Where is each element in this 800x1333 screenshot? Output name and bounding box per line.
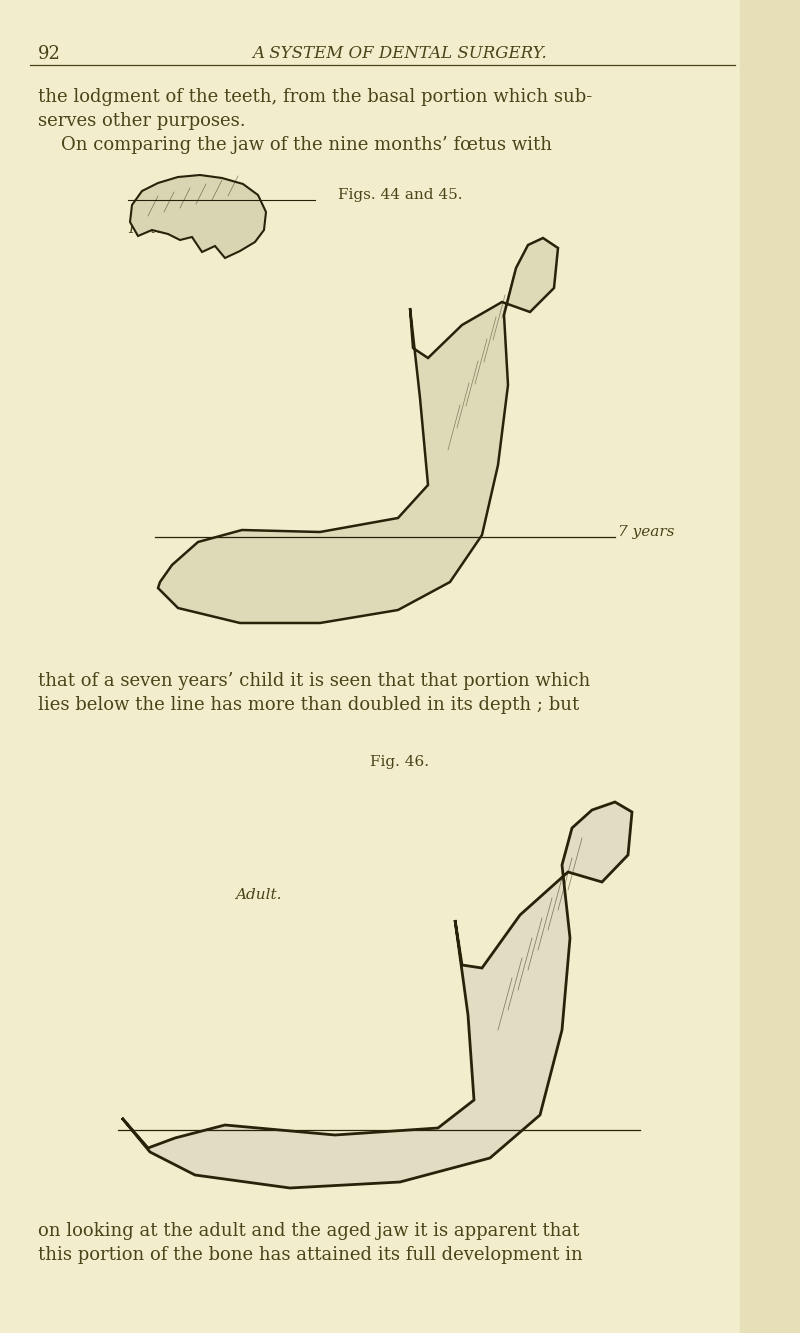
Text: 92: 92 bbox=[38, 45, 61, 63]
Polygon shape bbox=[158, 239, 558, 623]
Text: serves other purposes.: serves other purposes. bbox=[38, 112, 246, 131]
Polygon shape bbox=[130, 175, 266, 259]
Text: Fœtus 9 months: Fœtus 9 months bbox=[128, 223, 242, 236]
Text: On comparing the jaw of the nine months’ fœtus with: On comparing the jaw of the nine months’… bbox=[38, 136, 552, 155]
Text: the lodgment of the teeth, from the basal portion which sub-: the lodgment of the teeth, from the basa… bbox=[38, 88, 592, 107]
Text: lies below the line has more than doubled in its depth ; but: lies below the line has more than double… bbox=[38, 696, 579, 714]
Text: on looking at the adult and the aged jaw it is apparent that: on looking at the adult and the aged jaw… bbox=[38, 1222, 579, 1240]
Text: this portion of the bone has attained its full development in: this portion of the bone has attained it… bbox=[38, 1246, 582, 1264]
Text: 7 years: 7 years bbox=[618, 525, 674, 539]
Text: A SYSTEM OF DENTAL SURGERY.: A SYSTEM OF DENTAL SURGERY. bbox=[253, 45, 547, 63]
Text: Figs. 44 and 45.: Figs. 44 and 45. bbox=[338, 188, 462, 203]
Text: Fig. 46.: Fig. 46. bbox=[370, 754, 430, 769]
Text: that of a seven years’ child it is seen that that portion which: that of a seven years’ child it is seen … bbox=[38, 672, 590, 690]
Text: Adult.: Adult. bbox=[235, 888, 282, 902]
Polygon shape bbox=[122, 802, 632, 1188]
